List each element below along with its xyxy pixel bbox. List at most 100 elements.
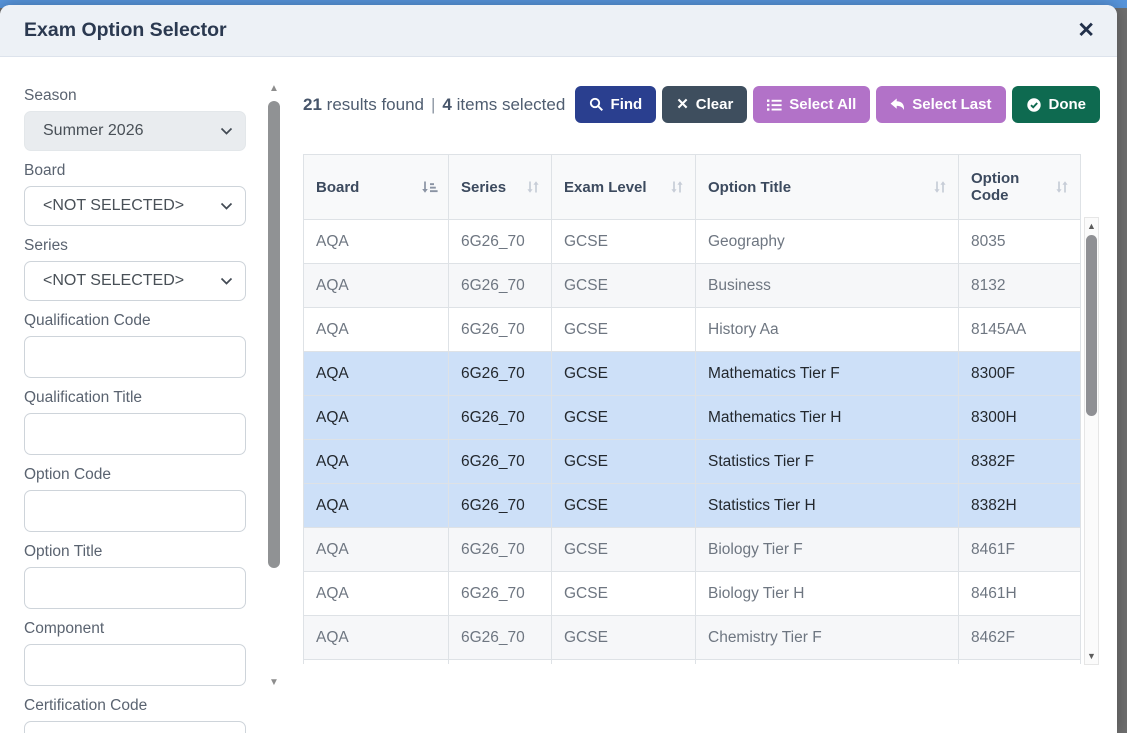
- cell-board: AQA: [303, 615, 449, 660]
- cell-series: 6G26_70: [448, 439, 552, 484]
- sort-both-icon: [1054, 179, 1070, 195]
- table-row-selected[interactable]: AQA 6G26_70 GCSE Statistics Tier H 8382H: [303, 483, 1081, 528]
- cell-option-code: 8461F: [958, 527, 1081, 572]
- table-scroll-up-icon[interactable]: ▲: [1087, 221, 1096, 231]
- cell-board: AQA: [303, 351, 449, 396]
- field-group-season: Season Summer 2026: [24, 87, 246, 151]
- column-label: Board: [316, 178, 360, 196]
- table-scrollbar-thumb[interactable]: [1086, 235, 1097, 416]
- field-group-qualification-code: Qualification Code: [24, 312, 246, 378]
- cell-option-code: 8382H: [958, 483, 1081, 528]
- select-all-button[interactable]: Select All: [753, 86, 871, 123]
- cell-option-title: Biology Tier F: [695, 527, 959, 572]
- board-select[interactable]: <NOT SELECTED>: [24, 186, 246, 226]
- close-icon[interactable]: ✕: [1077, 19, 1095, 42]
- sidebar-scroll-down-icon[interactable]: ▼: [269, 677, 279, 688]
- search-icon: [589, 97, 603, 111]
- cell-exam-level: GCSE: [551, 219, 696, 264]
- cell-series: 6G26_70: [448, 351, 552, 396]
- select-last-button[interactable]: Select Last: [876, 86, 1006, 123]
- check-circle-icon: [1026, 97, 1041, 112]
- cell-exam-level: GCSE: [551, 527, 696, 572]
- list-icon: [767, 99, 782, 111]
- column-header-option-title[interactable]: Option Title: [695, 154, 959, 220]
- column-header-option-code[interactable]: Option Code: [958, 154, 1081, 220]
- cell-board: AQA: [303, 439, 449, 484]
- table-row[interactable]: AQA 6G26_70 GCSE Biology Tier F 8461F: [303, 527, 1081, 572]
- series-select-value: <NOT SELECTED>: [43, 272, 185, 289]
- cell-option-title: Statistics Tier F: [695, 439, 959, 484]
- find-button-label: Find: [610, 96, 643, 113]
- sidebar-scroll-up-icon[interactable]: ▲: [269, 83, 279, 94]
- select-all-button-label: Select All: [789, 96, 857, 113]
- sort-amount-desc-icon: [421, 179, 438, 195]
- cell-board: AQA: [303, 527, 449, 572]
- results-summary: 21 results found | 4 items selected: [303, 95, 565, 115]
- sort-both-icon: [669, 179, 685, 195]
- cell-option-code: 8462F: [958, 615, 1081, 660]
- cell-option-code: 8300F: [958, 351, 1081, 396]
- cell-option-title: Mathematics Tier H: [695, 395, 959, 440]
- season-select[interactable]: Summer 2026: [24, 111, 246, 151]
- close-icon: ✕: [676, 96, 689, 113]
- filter-sidebar: Season Summer 2026 Board <NOT SELECTED> …: [24, 57, 246, 733]
- table-row-partial: [303, 659, 1081, 664]
- cell-option-code: 8132: [958, 263, 1081, 308]
- results-label: results found: [326, 94, 424, 114]
- cell-exam-level: GCSE: [551, 615, 696, 660]
- modal-header: Exam Option Selector ✕: [0, 5, 1117, 57]
- qualification-code-input[interactable]: [24, 336, 246, 378]
- cell-option-code: 8035: [958, 219, 1081, 264]
- cell-option-title: Mathematics Tier F: [695, 351, 959, 396]
- column-label: Option Title: [708, 178, 792, 196]
- field-group-series: Series <NOT SELECTED>: [24, 237, 246, 301]
- table-row[interactable]: AQA 6G26_70 GCSE Biology Tier H 8461H: [303, 571, 1081, 616]
- table-row[interactable]: AQA 6G26_70 GCSE Chemistry Tier F 8462F: [303, 615, 1081, 660]
- column-header-series[interactable]: Series: [448, 154, 552, 220]
- cell-option-title: Statistics Tier H: [695, 483, 959, 528]
- table-row-selected[interactable]: AQA 6G26_70 GCSE Mathematics Tier H 8300H: [303, 395, 1081, 440]
- column-header-exam-level[interactable]: Exam Level: [551, 154, 696, 220]
- certification-code-input[interactable]: [24, 721, 246, 733]
- toolbar: 21 results found | 4 items selected Find ✕…: [303, 86, 1100, 123]
- clear-button[interactable]: ✕ Clear: [662, 86, 748, 123]
- table-scrollbar[interactable]: ▲ ▼: [1084, 217, 1099, 665]
- qualification-title-input[interactable]: [24, 413, 246, 455]
- cell-series: 6G26_70: [448, 527, 552, 572]
- cell-board: AQA: [303, 571, 449, 616]
- sort-both-icon: [525, 179, 541, 195]
- table-scroll-down-icon[interactable]: ▼: [1087, 651, 1096, 661]
- field-group-certification-code: Certification Code: [24, 697, 246, 733]
- find-button[interactable]: Find: [574, 86, 657, 123]
- board-label: Board: [24, 162, 66, 179]
- field-group-option-title: Option Title: [24, 543, 246, 609]
- table-row-selected[interactable]: AQA 6G26_70 GCSE Mathematics Tier F 8300F: [303, 351, 1081, 396]
- certification-code-label: Certification Code: [24, 697, 148, 714]
- series-label: Series: [24, 237, 68, 254]
- modal-body: Season Summer 2026 Board <NOT SELECTED> …: [0, 57, 1117, 733]
- selected-count: 4: [442, 94, 452, 114]
- table-row[interactable]: AQA 6G26_70 GCSE Geography 8035: [303, 219, 1081, 264]
- results-table: Board Series Exam Level Option Title Opt…: [303, 154, 1081, 664]
- summary-separator: |: [431, 94, 436, 114]
- cell-option-title: Geography: [695, 219, 959, 264]
- table-row[interactable]: AQA 6G26_70 GCSE History Aa 8145AA: [303, 307, 1081, 352]
- cell-exam-level: GCSE: [551, 351, 696, 396]
- component-input[interactable]: [24, 644, 246, 686]
- cell-exam-level: GCSE: [551, 571, 696, 616]
- cell-option-title: History Aa: [695, 307, 959, 352]
- table-header-row: Board Series Exam Level Option Title Opt…: [303, 154, 1081, 220]
- modal-title: Exam Option Selector: [24, 19, 227, 41]
- table-row-selected[interactable]: AQA 6G26_70 GCSE Statistics Tier F 8382F: [303, 439, 1081, 484]
- backdrop-top: [0, 0, 1127, 8]
- chevron-down-icon: [220, 277, 233, 285]
- series-select[interactable]: <NOT SELECTED>: [24, 261, 246, 301]
- table-row[interactable]: AQA 6G26_70 GCSE Business 8132: [303, 263, 1081, 308]
- column-header-board[interactable]: Board: [303, 154, 449, 220]
- option-code-input[interactable]: [24, 490, 246, 532]
- season-select-value: Summer 2026: [43, 122, 144, 139]
- option-title-input[interactable]: [24, 567, 246, 609]
- sidebar-scrollbar-thumb[interactable]: [268, 101, 280, 568]
- done-button[interactable]: Done: [1011, 86, 1100, 123]
- board-select-value: <NOT SELECTED>: [43, 197, 185, 214]
